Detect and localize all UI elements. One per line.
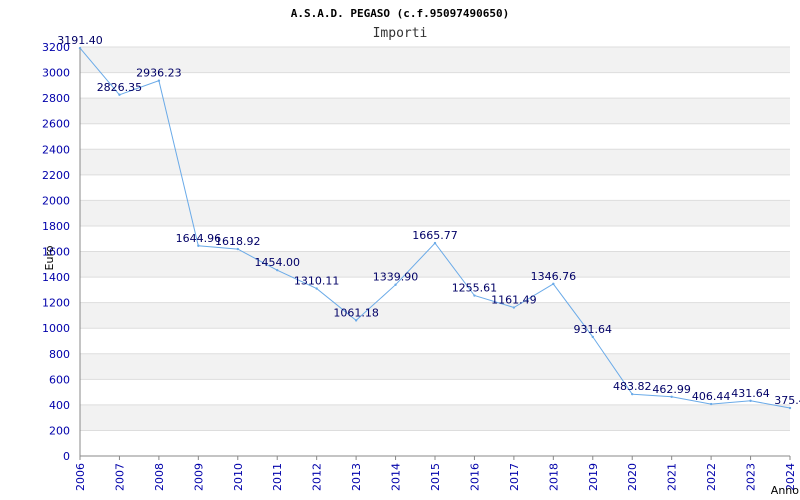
data-point bbox=[276, 268, 279, 272]
x-tick-label: 2013 bbox=[350, 463, 363, 491]
y-tick-label: 1400 bbox=[42, 271, 70, 284]
data-point bbox=[354, 319, 358, 322]
y-tick-label: 2800 bbox=[42, 92, 70, 105]
data-label: 1061.18 bbox=[333, 306, 379, 319]
y-tick-label: 1800 bbox=[42, 220, 70, 233]
data-point bbox=[749, 399, 752, 403]
data-label: 406.44 bbox=[692, 390, 731, 403]
y-tick-label: 2000 bbox=[42, 194, 70, 207]
data-label: 462.99 bbox=[652, 383, 691, 396]
y-tick-label: 400 bbox=[49, 399, 70, 412]
data-point bbox=[197, 244, 200, 247]
chart-subtitle: Importi bbox=[373, 26, 428, 41]
y-tick-label: 2200 bbox=[42, 169, 70, 182]
grid-band bbox=[80, 353, 790, 380]
x-tick-label: 2021 bbox=[666, 463, 679, 491]
y-tick-label: 2400 bbox=[42, 143, 70, 156]
data-label: 2826.35 bbox=[97, 81, 143, 94]
x-tick-label: 2009 bbox=[192, 463, 205, 491]
x-tick-label: 2008 bbox=[153, 463, 166, 491]
data-point bbox=[394, 283, 397, 286]
grid-band bbox=[80, 149, 790, 175]
x-tick-label: 2020 bbox=[626, 463, 639, 491]
x-tick-label: 2015 bbox=[429, 463, 442, 491]
x-tick-label: 2010 bbox=[232, 463, 245, 491]
y-tick-label: 1000 bbox=[42, 322, 70, 335]
data-point bbox=[315, 287, 318, 290]
data-point bbox=[236, 247, 239, 251]
chart-title: A.S.A.D. PEGASO (c.f.95097490650) bbox=[291, 7, 510, 20]
data-point bbox=[788, 406, 792, 410]
data-label: 483.82 bbox=[613, 380, 652, 393]
data-point bbox=[709, 402, 713, 406]
x-tick-label: 2006 bbox=[74, 463, 87, 491]
x-tick-label: 2022 bbox=[705, 463, 718, 491]
data-label: 1310.11 bbox=[294, 275, 340, 288]
data-label: 1255.61 bbox=[452, 282, 498, 295]
y-tick-label: 0 bbox=[63, 450, 70, 463]
data-point bbox=[157, 79, 161, 82]
x-axis-title: Anno bbox=[771, 484, 799, 497]
grid-band bbox=[80, 302, 790, 329]
grid-band bbox=[80, 47, 790, 73]
plot-area: 0 200 400 600 800 1000 1200 1400 1600 1800 2000 220… bbox=[42, 34, 800, 491]
x-tick-label: 2016 bbox=[468, 463, 481, 491]
x-tick-label: 2014 bbox=[390, 463, 403, 491]
data-label: 1339.90 bbox=[373, 271, 419, 284]
data-label: 375.4 bbox=[774, 394, 800, 407]
data-label: 1346.76 bbox=[531, 270, 577, 283]
x-tick-label: 2017 bbox=[508, 463, 521, 491]
y-tick-label: 600 bbox=[49, 373, 70, 386]
data-label: 431.64 bbox=[731, 387, 770, 400]
data-label: 1618.92 bbox=[215, 235, 261, 248]
y-tick-label: 3000 bbox=[42, 67, 70, 80]
data-point bbox=[670, 395, 673, 399]
data-label: 1454.00 bbox=[254, 256, 300, 269]
x-tick-label: 2018 bbox=[547, 463, 560, 491]
x-tick-label: 2007 bbox=[113, 463, 126, 491]
data-label: 931.64 bbox=[574, 323, 613, 336]
grid-band bbox=[80, 404, 790, 431]
data-label: 1161.49 bbox=[491, 294, 537, 307]
x-tick-label: 2019 bbox=[587, 463, 600, 491]
y-tick-label: 1600 bbox=[42, 246, 70, 259]
data-point bbox=[473, 294, 476, 297]
data-label: 3191.40 bbox=[57, 34, 103, 47]
y-tick-label: 800 bbox=[49, 348, 70, 361]
y-tick-label: 2600 bbox=[42, 118, 70, 131]
data-point bbox=[118, 93, 121, 96]
grid-band bbox=[80, 98, 790, 124]
y-tick-label: 3200 bbox=[42, 41, 70, 54]
x-tick-label: 2024 bbox=[784, 463, 797, 491]
grid-band bbox=[80, 200, 790, 226]
data-label: 2936.23 bbox=[136, 67, 182, 80]
data-label: 1644.96 bbox=[176, 232, 222, 245]
y-axis-title: Euro bbox=[43, 245, 56, 270]
y-tick-label: 1200 bbox=[42, 297, 70, 310]
x-tick-label: 2011 bbox=[271, 463, 284, 491]
data-point bbox=[552, 282, 555, 286]
x-tick-label: 2012 bbox=[311, 463, 324, 491]
grid-band bbox=[80, 251, 790, 278]
y-tick-label: 200 bbox=[49, 424, 70, 437]
data-point bbox=[78, 46, 82, 50]
data-point bbox=[591, 335, 594, 339]
data-point bbox=[631, 392, 634, 396]
data-point bbox=[433, 241, 437, 245]
x-tick-label: 2023 bbox=[745, 463, 758, 491]
data-label: 1665.77 bbox=[412, 229, 458, 242]
data-point bbox=[512, 306, 516, 309]
